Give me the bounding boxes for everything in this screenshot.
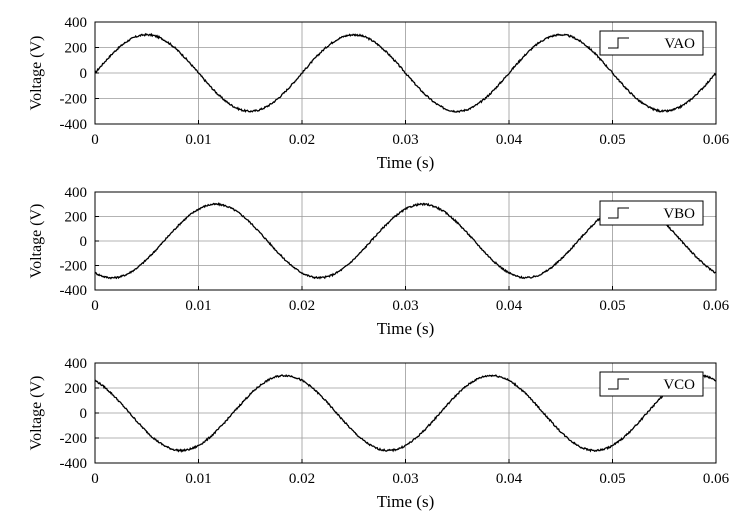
- y-tick-label: -400: [60, 456, 88, 472]
- legend: VAO: [599, 30, 704, 56]
- y-tick-label: 200: [65, 381, 88, 397]
- x-tick-label: 0.05: [599, 471, 625, 487]
- legend-marker-icon: [608, 207, 629, 219]
- chart-panel-3: 0 0.01 0.02 0.03 0.04 0.05 0.06 400 200 0 -200 -400…: [28, 356, 730, 511]
- series-line-vao: [94, 32, 717, 114]
- legend-label: VBO: [663, 206, 695, 222]
- chart-panel-2: 0 0.01 0.02 0.03 0.04 0.05 0.06 400 200 0 -200 -400…: [28, 185, 730, 338]
- x-tick-label: 0.04: [496, 132, 523, 148]
- y-axis-label: Voltage (V): [28, 36, 45, 111]
- y-tick-label: -200: [60, 431, 88, 447]
- legend: VCO: [599, 371, 704, 397]
- series-line-vco: [94, 374, 717, 453]
- x-tick-label: 0.02: [289, 471, 315, 487]
- y-tick-label: 0: [80, 234, 88, 250]
- y-tick-label: -200: [60, 259, 88, 275]
- y-tick-label: 0: [80, 406, 88, 422]
- x-tick-label: 0.04: [496, 298, 523, 314]
- x-tick-label: 0: [91, 471, 99, 487]
- x-tick-label: 0.06: [703, 471, 730, 487]
- legend-box: [599, 30, 704, 56]
- y-tick-label: 0: [80, 66, 88, 82]
- x-tick-label: 0: [91, 298, 99, 314]
- legend-label: VAO: [664, 36, 695, 52]
- legend-marker-icon: [608, 37, 629, 49]
- chart-panel-1: 0 0.01 0.02 0.03 0.04 0.05 0.06 400 200 0 -200 -400…: [28, 15, 730, 172]
- y-tick-label: -200: [60, 92, 88, 108]
- legend: VBO: [599, 200, 704, 226]
- x-tick-label: 0.04: [496, 471, 523, 487]
- y-tick-label: 400: [65, 185, 88, 201]
- x-axis-label: Time (s): [377, 492, 434, 511]
- y-tick-label: -400: [60, 283, 88, 299]
- x-tick-label: 0.01: [185, 471, 211, 487]
- y-axis-label: Voltage (V): [28, 376, 45, 451]
- x-tick-label: 0.03: [392, 298, 418, 314]
- x-tick-label: 0.05: [599, 132, 625, 148]
- y-tick-label: 200: [65, 210, 88, 226]
- y-tick-label: 200: [65, 41, 88, 57]
- x-tick-label: 0.03: [392, 471, 418, 487]
- legend-label: VCO: [663, 377, 695, 393]
- y-tick-label: 400: [65, 15, 88, 31]
- y-axis-label: Voltage (V): [28, 204, 45, 279]
- x-tick-label: 0.02: [289, 298, 315, 314]
- legend-box: [599, 200, 704, 226]
- x-tick-label: 0: [91, 132, 99, 148]
- x-tick-label: 0.06: [703, 298, 730, 314]
- legend-marker-icon: [608, 378, 629, 390]
- y-tick-label: -400: [60, 117, 88, 133]
- y-tick-label: 400: [65, 356, 88, 372]
- x-tick-label: 0.05: [599, 298, 625, 314]
- x-tick-label: 0.01: [185, 298, 211, 314]
- x-axis-label: Time (s): [377, 153, 434, 172]
- x-tick-label: 0.02: [289, 132, 315, 148]
- x-tick-label: 0.03: [392, 132, 418, 148]
- legend-box: [599, 371, 704, 397]
- x-axis-label: Time (s): [377, 319, 434, 338]
- x-tick-label: 0.06: [703, 132, 730, 148]
- x-tick-label: 0.01: [185, 132, 211, 148]
